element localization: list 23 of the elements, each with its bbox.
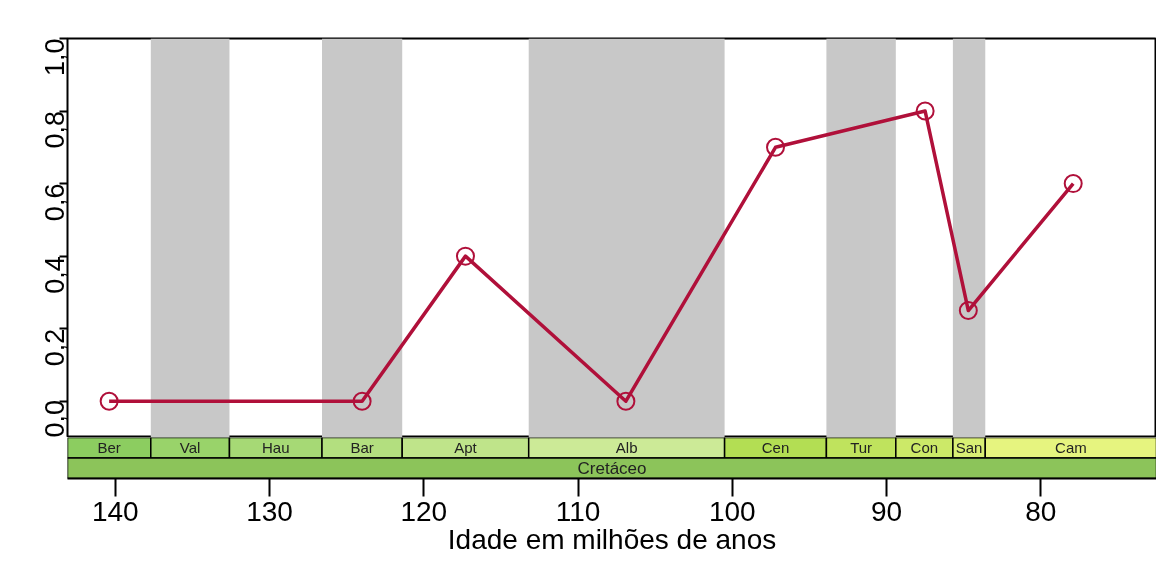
y-tick-label: 0,6: [40, 183, 70, 222]
text: Alb: [615, 439, 638, 457]
text: Bar: [350, 439, 374, 457]
y-tick-label: 0,2: [40, 328, 70, 367]
x-tick-label: 130: [246, 495, 293, 527]
text: Con: [910, 439, 939, 457]
x-tick-label: 90: [870, 495, 903, 527]
x-tick-label: 80: [1025, 495, 1057, 527]
y-tick-label: 1,0: [40, 38, 70, 77]
text: Ber: [97, 439, 121, 457]
text: Apt: [454, 439, 478, 457]
text: Val: [179, 439, 201, 457]
text: San: [955, 439, 983, 457]
x-tick-label: 140: [91, 495, 139, 527]
text: Cam: [1055, 439, 1087, 457]
y-tick-label: 0,8: [40, 111, 70, 149]
text: Cretáceo: [577, 458, 647, 478]
y-tick-label: 0,0: [40, 399, 70, 438]
text: Cen: [761, 439, 790, 457]
text: Hau: [261, 439, 290, 457]
text: Tur: [850, 439, 873, 457]
x-tick-label: 120: [400, 495, 448, 527]
y-tick-label: 0,4: [40, 256, 70, 294]
